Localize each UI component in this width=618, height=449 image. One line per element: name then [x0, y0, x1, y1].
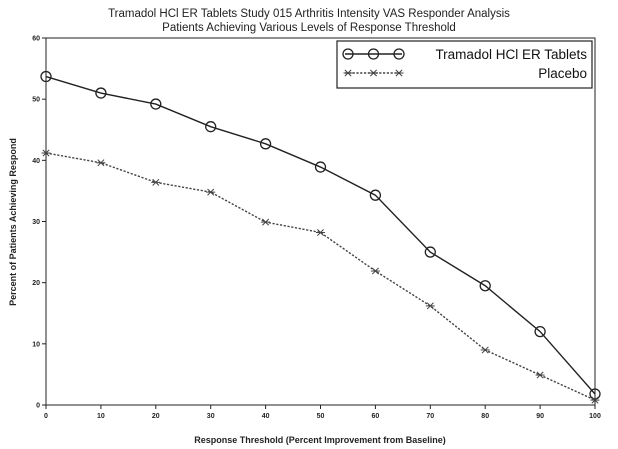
data-point-series-1: [535, 371, 545, 379]
chart-title-line-1: Tramadol HCl ER Tablets Study 015 Arthri…: [108, 8, 510, 20]
data-point-series-0: [534, 325, 546, 338]
y-tick-label: 40: [32, 158, 40, 165]
series-line-0: [45, 75, 596, 395]
chart-title-line-2: Patients Achieving Various Levels of Res…: [162, 22, 456, 34]
y-tick-label: 10: [32, 341, 40, 348]
data-point-series-1: [41, 149, 51, 157]
data-point-series-1: [316, 229, 325, 237]
data-point-series-1: [96, 159, 106, 167]
legend-marker-0: [393, 48, 405, 60]
y-tick-label: 20: [32, 280, 40, 287]
data-point-series-1: [480, 346, 490, 354]
legend-marker-0: [342, 48, 354, 60]
y-tick-label: 50: [32, 97, 40, 104]
data-point-series-0: [589, 388, 601, 400]
x-tick-label: 100: [589, 413, 601, 420]
legend-marker-1: [343, 69, 353, 77]
series-line-1: [45, 152, 596, 401]
x-tick-label: 70: [426, 413, 434, 420]
x-tick-label: 90: [536, 413, 544, 420]
x-axis-ticks: 0 10 20 30 40 50 60 70 80 90 100: [44, 405, 601, 420]
x-tick-label: 40: [262, 413, 270, 420]
data-point-series-1: [425, 302, 435, 310]
legend-label-0: Tramadol HCl ER Tablets: [435, 47, 587, 62]
legend-marker-0: [367, 48, 380, 60]
plot-area-frame: [45, 37, 596, 406]
x-tick-label: 60: [372, 413, 380, 420]
data-point-series-1: [590, 396, 600, 404]
series-layer: [40, 70, 601, 404]
data-point-series-1: [151, 178, 161, 186]
x-tick-label: 80: [481, 413, 489, 420]
data-point-series-0: [259, 138, 272, 150]
legend-marker-1: [369, 69, 378, 77]
data-point-series-0: [150, 98, 162, 110]
x-axis-label: Response Threshold (Percent Improvement …: [194, 435, 446, 445]
y-tick-label: 60: [32, 36, 40, 43]
legend-box: [336, 40, 593, 89]
legend-marker-1: [394, 69, 404, 77]
y-tick-label: 0: [36, 403, 40, 410]
x-tick-label: 30: [207, 413, 215, 420]
x-tick-label: 0: [44, 413, 48, 420]
data-point-series-0: [369, 189, 382, 201]
data-point-series-0: [424, 246, 436, 258]
data-point-series-1: [370, 267, 380, 275]
data-point-series-1: [261, 218, 271, 226]
y-axis-label: Percent of Patients Achieving Respond: [8, 138, 18, 306]
data-point-series-0: [205, 121, 217, 133]
y-tick-label: 30: [32, 219, 40, 226]
data-point-series-0: [40, 70, 52, 83]
data-point-series-0: [314, 161, 327, 173]
x-tick-label: 50: [317, 413, 325, 420]
data-point-series-0: [479, 280, 491, 292]
x-tick-label: 10: [97, 413, 105, 420]
legend-label-1: Placebo: [538, 66, 587, 81]
y-axis-ticks: 0 10 20 30 40 50 60: [32, 36, 46, 410]
data-point-series-1: [206, 188, 216, 196]
data-point-series-0: [95, 87, 107, 99]
x-tick-label: 20: [152, 413, 160, 420]
chart-legend: Tramadol HCl ER Tablets Placebo: [336, 40, 593, 89]
